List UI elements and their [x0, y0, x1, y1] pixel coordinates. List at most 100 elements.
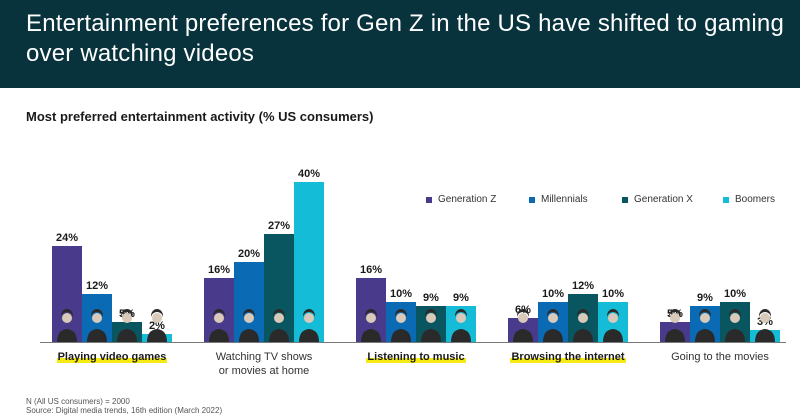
avatar-head-1-0	[92, 313, 102, 323]
avatar-body-3-2	[451, 329, 471, 342]
avatar-hair-0-0	[61, 309, 73, 318]
category-label-3: Browsing the internet	[498, 350, 638, 364]
avatar-hair-3-1	[303, 309, 315, 318]
avatar-head-3-2	[456, 313, 466, 323]
avatar-head-2-3	[578, 313, 588, 323]
avatar-hair-1-3	[547, 309, 559, 318]
category-label-3-line-0: Browsing the internet	[510, 351, 626, 363]
avatar-body-2-2	[421, 329, 441, 342]
avatar-head-3-0	[152, 313, 162, 323]
avatar-body-0-2	[361, 329, 381, 342]
avatar-head-1-4	[700, 313, 710, 323]
avatar-body-3-0	[147, 329, 167, 342]
category-label-2-line-0: Listening to music	[366, 351, 466, 363]
avatar-hair-0-4	[669, 309, 681, 318]
category-label-1: Watching TV shows or movies at home	[194, 350, 334, 378]
avatar-hair-3-0	[151, 309, 163, 318]
legend-swatch-0	[426, 196, 432, 203]
legend-swatch-2	[622, 196, 628, 203]
avatar-hair-1-0	[91, 309, 103, 318]
avatar-body-3-1	[299, 329, 319, 342]
category-label-1-line-1: or movies at home	[218, 365, 310, 377]
category-label-0-line-0: Playing video games	[56, 351, 168, 363]
data-label-1-3: 10%	[542, 288, 564, 300]
legend-label-1: Millennials	[541, 194, 588, 205]
data-label-1-1: 20%	[238, 248, 260, 260]
avatar-body-0-1	[209, 329, 229, 342]
data-label-0-2: 16%	[360, 264, 382, 276]
avatar-head-2-4	[730, 313, 740, 323]
avatar-body-1-4	[695, 329, 715, 342]
avatar-head-0-4	[670, 313, 680, 323]
category-label-1-line-0: Watching TV shows	[215, 351, 313, 363]
avatar-head-0-1	[214, 313, 224, 323]
avatar-body-0-0	[57, 329, 77, 342]
avatar-hair-2-4	[729, 309, 741, 318]
data-label-2-2: 9%	[423, 292, 439, 304]
page-title-line-1: Entertainment preferences for Gen Z in t…	[26, 10, 784, 37]
avatar-hair-3-4	[759, 309, 771, 318]
avatar-head-0-2	[366, 313, 376, 323]
avatar-hair-0-1	[213, 309, 225, 318]
avatar-head-0-0	[62, 313, 72, 323]
category-label-4-line-0: Going to the movies	[671, 351, 769, 363]
avatar-hair-0-3	[517, 309, 529, 318]
legend-swatch-1	[529, 196, 535, 203]
bar-0-0	[52, 246, 82, 342]
avatar-head-2-2	[426, 313, 436, 323]
avatar-body-0-3	[513, 329, 533, 342]
data-label-2-3: 12%	[572, 280, 594, 292]
legend-item-1: Millennials	[529, 194, 588, 205]
avatar-hair-1-2	[395, 309, 407, 318]
avatar-body-3-3	[603, 329, 623, 342]
legend-label-2: Generation X	[634, 194, 693, 205]
avatar-head-3-3	[608, 313, 618, 323]
avatar-body-2-0	[117, 329, 137, 342]
footnote-sample-size: N (All US consumers) = 2000	[26, 397, 130, 406]
avatar-body-2-1	[269, 329, 289, 342]
avatar-head-1-2	[396, 313, 406, 323]
avatar-head-1-3	[548, 313, 558, 323]
avatar-hair-1-4	[699, 309, 711, 318]
footnote-source: Source: Digital media trends, 16th editi…	[26, 406, 223, 415]
category-label-2: Listening to music	[346, 350, 486, 364]
legend-label-0: Generation Z	[438, 194, 497, 205]
avatar-hair-2-3	[577, 309, 589, 318]
avatar-body-2-3	[573, 329, 593, 342]
avatar-hair-0-2	[365, 309, 377, 318]
data-label-0-0: 24%	[56, 232, 78, 244]
avatar-body-3-4	[755, 329, 775, 342]
data-label-1-2: 10%	[390, 288, 412, 300]
category-label-0: Playing video games	[42, 350, 182, 364]
avatar-head-3-1	[304, 313, 314, 323]
data-label-2-1: 27%	[268, 220, 290, 232]
avatar-body-1-0	[87, 329, 107, 342]
data-label-1-0: 12%	[86, 280, 108, 292]
avatar-head-1-1	[244, 313, 254, 323]
data-label-3-0: 2%	[149, 320, 165, 332]
avatar-hair-2-1	[273, 309, 285, 318]
avatar-hair-2-2	[425, 309, 437, 318]
legend-label-3: Boomers	[735, 194, 776, 205]
footnote: N (All US consumers) = 2000 Source: Digi…	[26, 397, 222, 415]
avatar-body-0-4	[665, 329, 685, 342]
category-label-4: Going to the movies	[650, 350, 790, 364]
avatar-body-2-4	[725, 329, 745, 342]
avatar-hair-2-0	[121, 309, 133, 318]
avatar-body-1-1	[239, 329, 259, 342]
legend-item-3: Boomers	[723, 194, 775, 205]
avatar-body-1-2	[391, 329, 411, 342]
legend-item-0: Generation Z	[426, 194, 496, 205]
avatar-body-1-3	[543, 329, 563, 342]
legend-item-2: Generation X	[622, 194, 693, 205]
avatar-head-0-3	[518, 313, 528, 323]
avatar-head-2-0	[122, 313, 132, 323]
data-label-3-1: 40%	[298, 168, 320, 180]
avatar-hair-3-2	[455, 309, 467, 318]
avatar-hair-3-3	[607, 309, 619, 318]
data-label-0-1: 16%	[208, 264, 230, 276]
bar-2-1	[264, 234, 294, 342]
data-label-3-3: 10%	[602, 288, 624, 300]
legend-swatch-3	[723, 196, 729, 203]
